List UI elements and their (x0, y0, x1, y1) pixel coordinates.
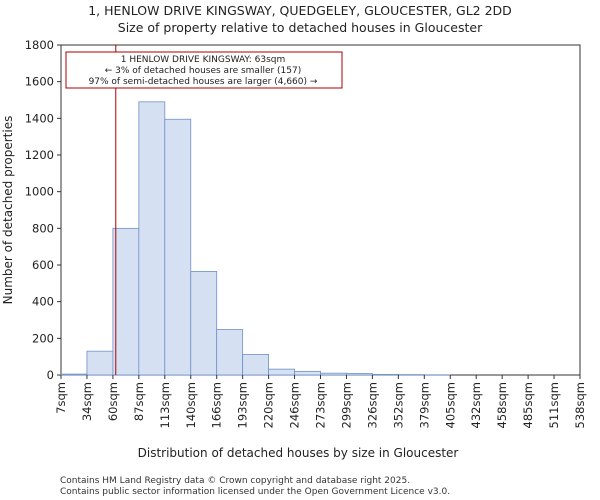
y-tick-label: 1400 (25, 111, 54, 125)
y-tick-label: 800 (32, 221, 54, 235)
x-tick-label: 34sqm (80, 382, 94, 421)
bar (60, 373, 88, 376)
y-tick-label: 600 (32, 258, 54, 272)
x-tick-label: 113sqm (158, 382, 172, 428)
x-tick-label: 7sqm (54, 382, 68, 414)
x-tick-label: 273sqm (314, 382, 328, 428)
x-axis: 7sqm 34sqm 60sqm 87sqm 113sqm 140sqm 166sqm 193… (54, 375, 587, 428)
x-tick-label: 538sqm (573, 382, 587, 428)
y-tick-label: 400 (32, 295, 54, 309)
chart-title: 1, HENLOW DRIVE KINGSWAY, QUEDGELEY, GLO… (88, 3, 512, 18)
annotation-box: 1 HENLOW DRIVE KINGSWAY: 63sqm ← 3% of d… (65, 51, 343, 89)
bar (320, 372, 347, 376)
x-tick-label: 299sqm (339, 382, 353, 428)
y-tick-label: 1200 (25, 148, 54, 162)
y-tick-label: 1800 (25, 38, 54, 52)
bar (268, 368, 295, 376)
y-tick-label: 0 (47, 368, 54, 382)
footer-line-2: Contains public sector information licen… (60, 487, 450, 497)
y-axis-label: Number of detached properties (1, 116, 15, 305)
bar (164, 118, 192, 376)
x-tick-label: 60sqm (106, 382, 120, 421)
y-tick-label: 200 (32, 331, 54, 345)
x-tick-label: 485sqm (521, 382, 535, 428)
bar (86, 350, 114, 376)
annotation-line-1: 1 HENLOW DRIVE KINGSWAY: 63sqm (121, 55, 286, 65)
y-tick-label: 1600 (25, 75, 54, 89)
x-axis-label: Distribution of detached houses by size … (138, 446, 459, 460)
annotation-line-3: 97% of semi-detached houses are larger (… (89, 77, 318, 87)
x-tick-label: 458sqm (495, 382, 509, 428)
x-tick-label: 511sqm (547, 382, 561, 428)
y-axis: 0 200 400 600 800 1000 1200 1400 1600 1800 (25, 38, 61, 382)
bar (190, 271, 218, 376)
x-tick-label: 87sqm (132, 382, 146, 421)
footer-line-1: Contains HM Land Registry data © Crown c… (60, 476, 410, 486)
bar (294, 370, 321, 376)
bars (60, 101, 451, 376)
bar (138, 101, 166, 376)
x-tick-label: 246sqm (288, 382, 302, 428)
bar (371, 374, 399, 376)
bar (242, 354, 269, 376)
x-tick-label: 352sqm (391, 382, 405, 428)
y-tick-label: 1000 (25, 185, 54, 199)
x-tick-label: 166sqm (210, 382, 224, 428)
bar (216, 329, 244, 376)
x-tick-label: 379sqm (417, 382, 431, 428)
x-tick-label: 326sqm (365, 382, 379, 428)
x-tick-label: 220sqm (262, 382, 276, 428)
x-tick-label: 193sqm (236, 382, 250, 428)
chart-subtitle: Size of property relative to detached ho… (118, 20, 483, 35)
bar (112, 227, 140, 376)
bar (346, 373, 373, 376)
x-tick-label: 405sqm (443, 382, 457, 428)
x-tick-label: 140sqm (184, 382, 198, 428)
x-tick-label: 432sqm (469, 382, 483, 428)
annotation-line-2: ← 3% of detached houses are smaller (157… (105, 66, 302, 76)
